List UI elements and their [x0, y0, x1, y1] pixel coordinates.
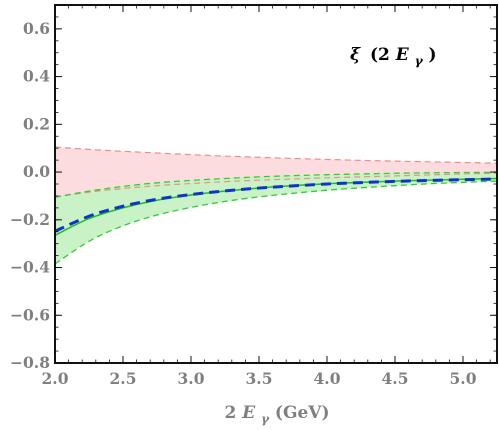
blue-dashed-line — [55, 177, 497, 233]
pink-band-lower-edge — [55, 172, 497, 198]
plot-area — [55, 146, 497, 265]
x-tick-label: 5.0 — [450, 369, 477, 388]
x-axis-label-unit: (GeV) — [275, 403, 330, 423]
green-band-lower-edge — [55, 180, 497, 265]
axes: 2.0 2.5 3.0 3.5 4.0 4.5 5.0 −0.8 −0.6 −0.4 −0.2 0.0… — [10, 4, 498, 388]
annotation-open: (2 — [370, 45, 396, 65]
y-tick-label: 0.4 — [23, 67, 50, 86]
x-tick-label: 4.5 — [382, 369, 409, 388]
pink-band-upper-edge — [55, 146, 497, 164]
y-tick-label: −0.2 — [10, 210, 50, 229]
y-tick-label: −0.6 — [10, 305, 50, 324]
annotation-close: ) — [429, 45, 437, 65]
x-tick-label: 3.5 — [246, 369, 273, 388]
y-tick-label: 0.2 — [23, 114, 50, 133]
green-band-area — [55, 172, 497, 264]
x-axis-label: 2 E γ (GeV) — [224, 403, 329, 428]
annotation-var: E — [395, 45, 410, 65]
y-tick-label: −0.8 — [10, 353, 50, 372]
x-tick-label: 4.0 — [314, 369, 341, 388]
x-axis-label-sub: γ — [261, 412, 270, 426]
x-tick-label: 3.0 — [178, 369, 205, 388]
green-band-upper-edge — [55, 171, 497, 198]
x-axis-label-prefix: 2 — [224, 403, 242, 423]
x-axis-label-var: E — [241, 403, 256, 423]
x-tick-label: 2.0 — [42, 369, 69, 388]
annotation-symbol: ξ — [350, 45, 361, 65]
x-tick-label: 2.5 — [110, 369, 137, 388]
y-tick-label: 0.6 — [23, 19, 50, 38]
plot-annotation: ξ (2 E γ ) — [350, 45, 437, 70]
y-tick-label: 0.0 — [23, 162, 50, 181]
annotation-sub: γ — [415, 54, 424, 68]
y-tick-label: −0.4 — [10, 258, 50, 277]
